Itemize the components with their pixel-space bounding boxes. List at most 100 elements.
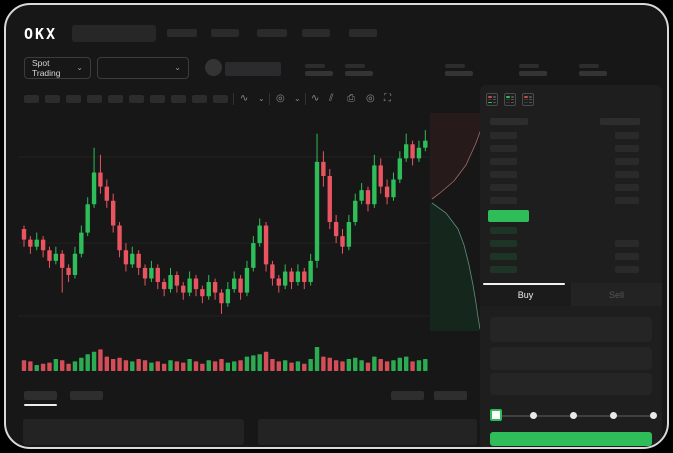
toolbar-interval-button[interactable] [129,95,144,103]
total-input[interactable] [490,373,652,395]
line-tool-icon[interactable]: ∿ [311,93,320,104]
toolbar-interval-button[interactable] [192,95,207,103]
price-input[interactable] [490,317,652,342]
slider-stop[interactable] [530,412,537,419]
volume-bar [270,359,275,371]
volume-bar [327,357,332,371]
candle-body [104,186,110,201]
nav-item[interactable] [302,29,330,37]
bid-row-price [490,240,517,247]
candle-body [378,165,383,187]
settings-icon[interactable]: ◎ [366,93,375,104]
toolbar-interval-button[interactable] [171,95,186,103]
volume-bar [117,357,122,371]
ticker-stat [519,64,549,77]
bottom-tab-active[interactable] [24,391,57,400]
volume-bar [410,361,415,371]
chart-type-icon[interactable]: ∿ [240,93,249,104]
candle-body [85,204,90,233]
slider-stop[interactable] [650,412,657,419]
nav-item[interactable] [257,29,287,37]
volume-bar [333,360,339,371]
tab-buy[interactable]: Buy [480,283,571,306]
search-input[interactable] [72,25,156,42]
ask-row-price [490,158,517,165]
app-window: OKX Spot Trading ⌄ ⌄ ∿ ⌄ ◎ ⌄ ∿ ⫽ [4,3,669,449]
toolbar-interval-button[interactable] [150,95,165,103]
volume-bar [308,359,313,371]
candle-body [130,253,135,265]
toolbar-interval-button[interactable] [87,95,102,103]
bid-row-price [490,266,517,273]
ask-row-amount [615,132,639,139]
candle-body [314,161,320,261]
candle-body [219,292,224,304]
last-price-highlight[interactable] [488,210,529,222]
candlestick-chart[interactable] [18,111,430,339]
ask-row-price [490,197,517,204]
book-bids-icon[interactable] [504,93,516,106]
chevron-down-icon[interactable]: ⌄ [294,94,301,103]
volume-bar [149,362,154,371]
fullscreen-icon[interactable]: ⛶ [384,93,391,104]
volume-bar [47,362,52,371]
bid-row-amount [615,266,639,273]
candle-body [282,271,288,286]
amount-input[interactable] [490,347,652,370]
candle-body [359,190,364,201]
candle-body [187,278,192,293]
candle-body [308,260,313,283]
toolbar-interval-button[interactable] [66,95,81,103]
book-both-icon[interactable] [486,93,498,106]
nav-item[interactable] [167,29,197,37]
bid-row-amount [615,240,639,247]
candle-body [416,147,422,159]
slider-stop[interactable] [570,412,577,419]
volume-bar [404,356,409,371]
camera-icon[interactable]: ⎙ [347,93,355,104]
tab-sell[interactable]: Sell [571,283,662,306]
indicator-icon[interactable]: ◎ [276,93,285,104]
nav-item[interactable] [349,29,377,37]
ticker-stat [305,64,335,77]
candle-body [257,225,262,244]
nav-item[interactable] [211,29,239,37]
volume-bar [28,361,33,371]
market-type-dropdown[interactable]: Spot Trading ⌄ [24,57,91,79]
toolbar-interval-button[interactable] [45,95,60,103]
candle-body [206,282,211,297]
candle-body [123,250,129,265]
orders-panel-placeholder [258,419,477,445]
volume-bar [321,356,326,371]
candle-body [270,264,275,279]
bottom-action[interactable] [434,391,467,400]
bottom-action[interactable] [391,391,424,400]
pair-selector-dropdown[interactable]: ⌄ [97,57,189,79]
volume-bar [193,361,199,371]
compare-icon[interactable]: ⫽ [329,93,334,104]
volume-bar [53,359,59,371]
volume-bar [91,351,97,371]
candle-body [340,236,345,247]
candle-body [72,253,78,275]
candle-body [333,221,339,237]
toolbar-interval-button[interactable] [213,95,228,103]
volume-bar [174,361,180,371]
volume-bar [391,360,396,371]
toolbar-interval-button[interactable] [24,95,39,103]
ask-row-price [490,184,517,191]
candle-body [149,267,154,279]
candle-body [327,176,332,222]
slider-stop[interactable] [610,412,617,419]
candle-body [404,144,409,159]
volume-bar [314,347,320,371]
slider-handle[interactable] [490,409,502,421]
buy-button[interactable] [490,432,652,446]
toolbar-interval-button[interactable] [108,95,123,103]
bottom-tab[interactable] [70,391,103,400]
volume-bar [21,360,27,371]
chevron-down-icon[interactable]: ⌄ [258,94,265,103]
volume-bar [40,363,46,371]
book-asks-icon[interactable] [522,93,534,106]
volume-bar [372,356,377,371]
